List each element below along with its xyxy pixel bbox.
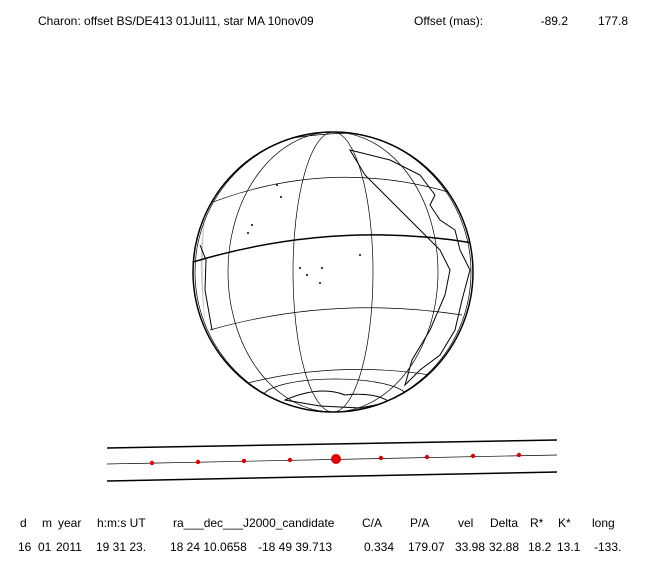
column-header: ra___dec___J2000_candidate: [173, 516, 335, 530]
cell: 179.07: [408, 540, 445, 554]
offset-label: Offset (mas):: [414, 14, 483, 28]
column-header: C/A: [362, 516, 382, 530]
cell: 01: [38, 540, 52, 554]
column-header: Delta: [490, 516, 518, 530]
column-header: P/A: [410, 516, 429, 530]
column-header: m: [42, 516, 52, 530]
cell: 18.2: [528, 540, 552, 554]
column-header: year: [58, 516, 81, 530]
cell: 33.98: [455, 540, 485, 554]
column-header: long: [592, 516, 615, 530]
cell: -133.: [594, 540, 621, 554]
globe: [192, 131, 474, 413]
offset-value: 177.8: [598, 14, 628, 28]
shadow-track: [106, 439, 558, 482]
cell: 18 24 10.0658: [170, 540, 247, 554]
column-header: R*: [530, 516, 544, 530]
cell: 0.334: [364, 540, 394, 554]
cell: 16: [18, 540, 32, 554]
cell: -18 49 39.713: [258, 540, 332, 554]
column-header: vel: [458, 516, 473, 530]
column-header: d: [20, 516, 27, 530]
cell: 2011: [56, 540, 82, 554]
cell: 32.88: [489, 540, 519, 554]
cell: 13.1: [557, 540, 581, 554]
cell: 19 31 23.: [96, 540, 146, 554]
offset-value: -89.2: [541, 14, 569, 28]
title: Charon: offset BS/DE413 01Jul11, star MA…: [38, 14, 314, 28]
column-header: h:m:s UT: [97, 516, 146, 530]
column-header: K*: [558, 516, 571, 530]
